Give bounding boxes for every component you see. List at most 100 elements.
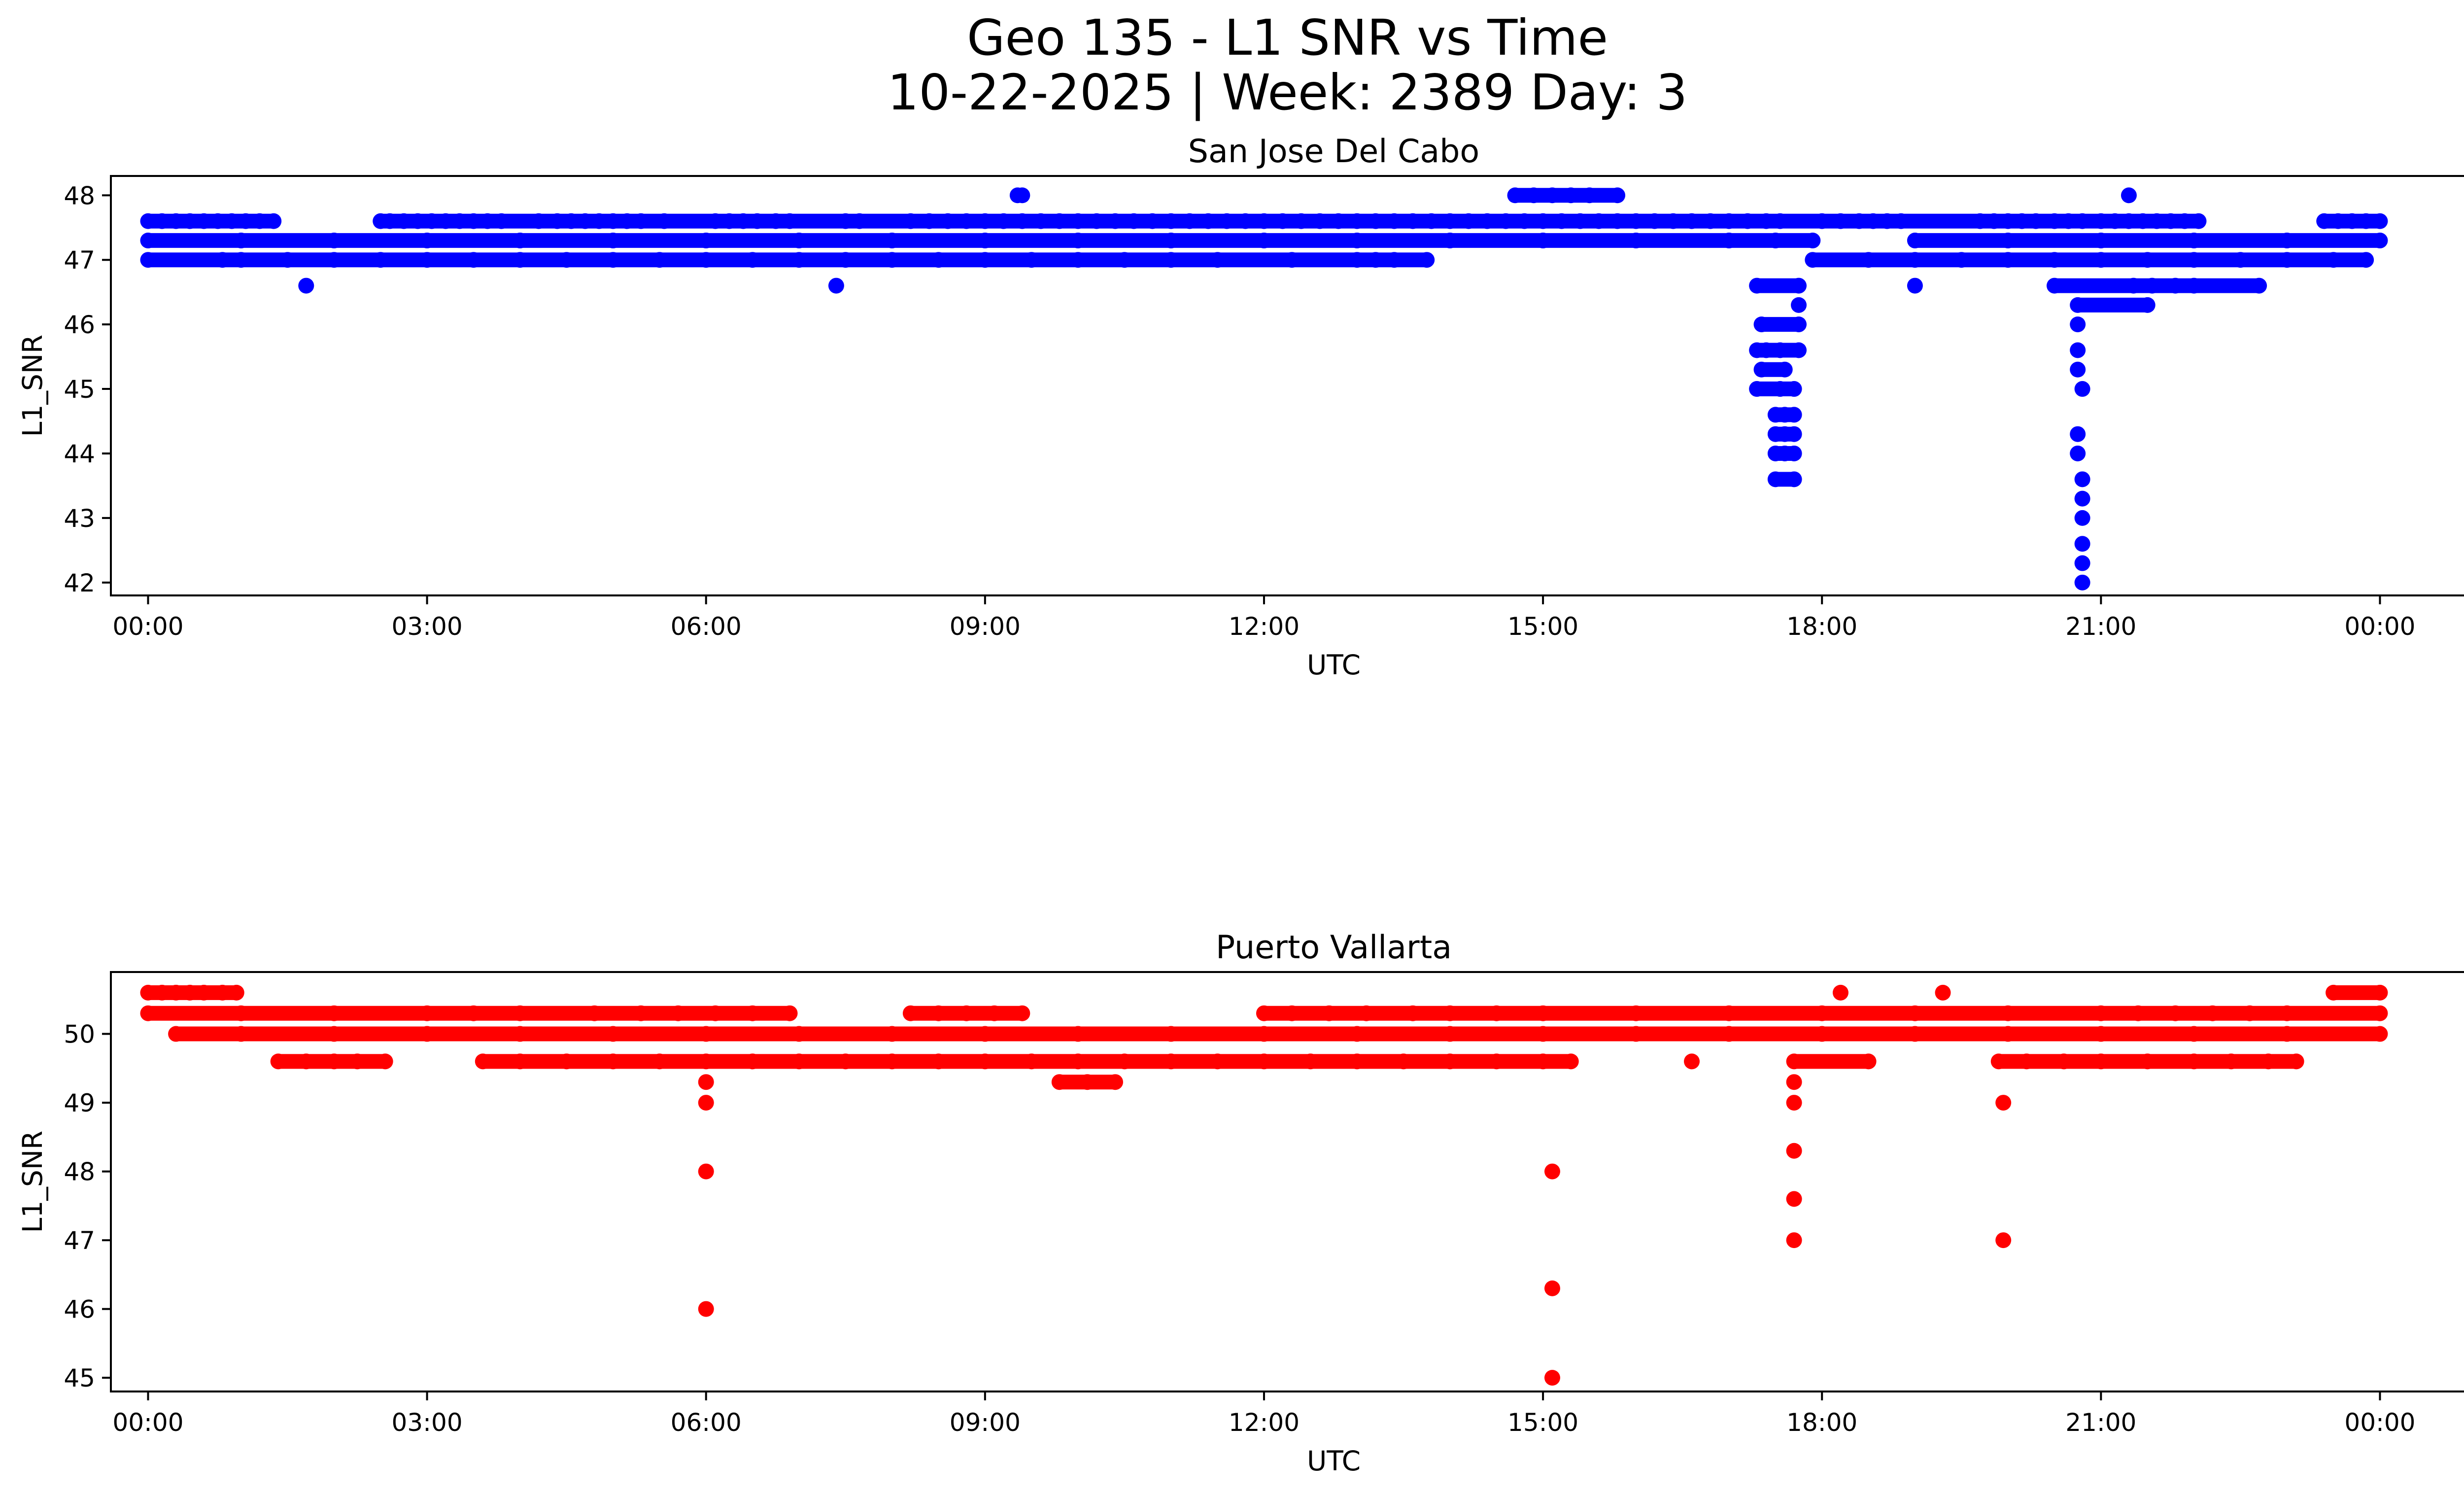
panel1-ytick-label: 43: [64, 504, 95, 533]
panel1-data-point: [1419, 252, 1435, 268]
panel1-data-point: [563, 213, 580, 229]
panel1-data-point: [1009, 187, 1026, 204]
panel2-data-point: [1442, 1005, 1458, 1021]
panel2-data-point: [558, 1053, 575, 1070]
panel1-data-point: [1581, 187, 1598, 204]
panel1-xtick-label: 03:00: [392, 612, 463, 641]
panel1-data-point: [619, 213, 635, 229]
panel2-data-point: [1256, 1026, 1272, 1042]
panel1-data-point: [1182, 213, 1198, 229]
panel2-data-point: [349, 1053, 366, 1070]
panel1-data-point: [1702, 213, 1718, 229]
panel2-data-point: [651, 1053, 668, 1070]
panel2-data-point: [1832, 984, 1848, 1001]
panel2-data-point: [1070, 1026, 1086, 1042]
panel1-data-point: [1791, 316, 1807, 333]
panel1-data-point: [837, 252, 854, 268]
panel1-data-point: [884, 252, 900, 268]
panel2-xtick-label: 12:00: [1229, 1408, 1300, 1437]
panel2-data-point: [1721, 1005, 1737, 1021]
panel1-data-point: [424, 213, 440, 229]
panel1-data-point: [1814, 213, 1830, 229]
panel2-data-point: [154, 984, 170, 1001]
panel2-data-point: [930, 1053, 947, 1070]
panel1-data-point: [298, 278, 314, 294]
panel1-data-point: [1553, 213, 1570, 229]
panel1-data-point: [1791, 278, 1807, 294]
panel1-data-point: [1144, 213, 1161, 229]
panel1-ytick-label: 48: [64, 181, 95, 210]
panel2-data-point: [1563, 1053, 1579, 1070]
panel1-data-point: [419, 252, 435, 268]
panel1-data-point: [2316, 213, 2332, 229]
panel1-data-point: [224, 213, 240, 229]
panel2-data-point: [707, 1005, 723, 1021]
panel2-data-point: [475, 1053, 491, 1070]
panel2-data-point: [168, 984, 184, 1001]
panel2-data-point: [586, 1005, 603, 1021]
panel2-ytick-label: 45: [64, 1364, 95, 1392]
panel1-data-point: [326, 232, 342, 248]
panel1-data-point: [1786, 407, 1802, 423]
panel1-axes-frame: [110, 175, 2464, 596]
panel1-data-point: [1684, 213, 1700, 229]
panel2-data-point: [1349, 1026, 1365, 1042]
panel1-data-point: [493, 213, 510, 229]
panel1-data-point: [791, 252, 807, 268]
panel1-data-point: [995, 213, 1012, 229]
panel1-data-point: [1535, 232, 1551, 248]
panel1-data-point: [373, 252, 389, 268]
panel1-data-point: [1070, 252, 1086, 268]
panel1-data-point: [1116, 252, 1132, 268]
panel2-data-point: [2260, 1053, 2277, 1070]
panel2-data-point: [1358, 1005, 1374, 1021]
panel2-data-point: [958, 1005, 975, 1021]
panel1-data-point: [1609, 213, 1626, 229]
panel1-data-point: [930, 252, 947, 268]
panel1-data-point: [1907, 232, 1923, 248]
panel2-data-point: [698, 1074, 714, 1090]
panel1-data-point: [2014, 213, 2030, 229]
panel2-data-point: [745, 1053, 761, 1070]
panel1-xtick-label: 06:00: [671, 612, 742, 641]
panel1-data-point: [1777, 361, 1793, 378]
panel1-data-point: [698, 232, 714, 248]
figure-title-line1: Geo 135 - L1 SNR vs Time: [967, 9, 1608, 67]
panel1-ytick-label: 45: [64, 375, 95, 404]
panel2-title: Puerto Vallarta: [1216, 929, 1452, 966]
panel2-data-point: [1107, 1074, 1124, 1090]
panel2-xtick-label: 00:00: [2344, 1408, 2415, 1437]
panel1-data-point: [2107, 213, 2123, 229]
panel1-xtick-label: 18:00: [1786, 612, 1857, 641]
panel1-data-point: [1851, 213, 1867, 229]
panel2-data-point: [1163, 1053, 1179, 1070]
panel1-data-point: [977, 213, 993, 229]
panel1-data-point: [2074, 471, 2090, 487]
panel1-data-point: [1893, 213, 1909, 229]
panel2-data-point: [2093, 1005, 2109, 1021]
panel1-xtick-label: 00:00: [112, 612, 183, 641]
panel2-data-point: [2130, 1005, 2146, 1021]
panel2-data-point: [1396, 1053, 1412, 1070]
panel1-data-point: [977, 252, 993, 268]
panel2-data-point: [698, 1163, 714, 1180]
panel2-data-point: [1284, 1005, 1300, 1021]
panel1-data-point: [2060, 213, 2077, 229]
panel1-xtick-label: 09:00: [950, 612, 1021, 641]
panel1-data-point: [1461, 213, 1477, 229]
panel1-data-point: [605, 252, 621, 268]
panel1-data-point: [745, 252, 761, 268]
panel1-data-point: [1349, 252, 1365, 268]
figure-title-line2: 10-22-2025 | Week: 2389 Day: 3: [887, 64, 1688, 121]
panel1-data-point: [1349, 213, 1365, 229]
panel1-data-point: [2093, 213, 2109, 229]
panel1-data-point: [1284, 252, 1300, 268]
panel1-data-point: [238, 213, 254, 229]
panel2-data-point: [1014, 1005, 1030, 1021]
panel1-data-point: [2046, 213, 2062, 229]
panel1-data-point: [1024, 252, 1040, 268]
panel1-data-point: [465, 252, 481, 268]
panel1-data-point: [1907, 278, 1923, 294]
panel1-data-point: [1014, 213, 1030, 229]
panel2-data-point: [2019, 1053, 2035, 1070]
